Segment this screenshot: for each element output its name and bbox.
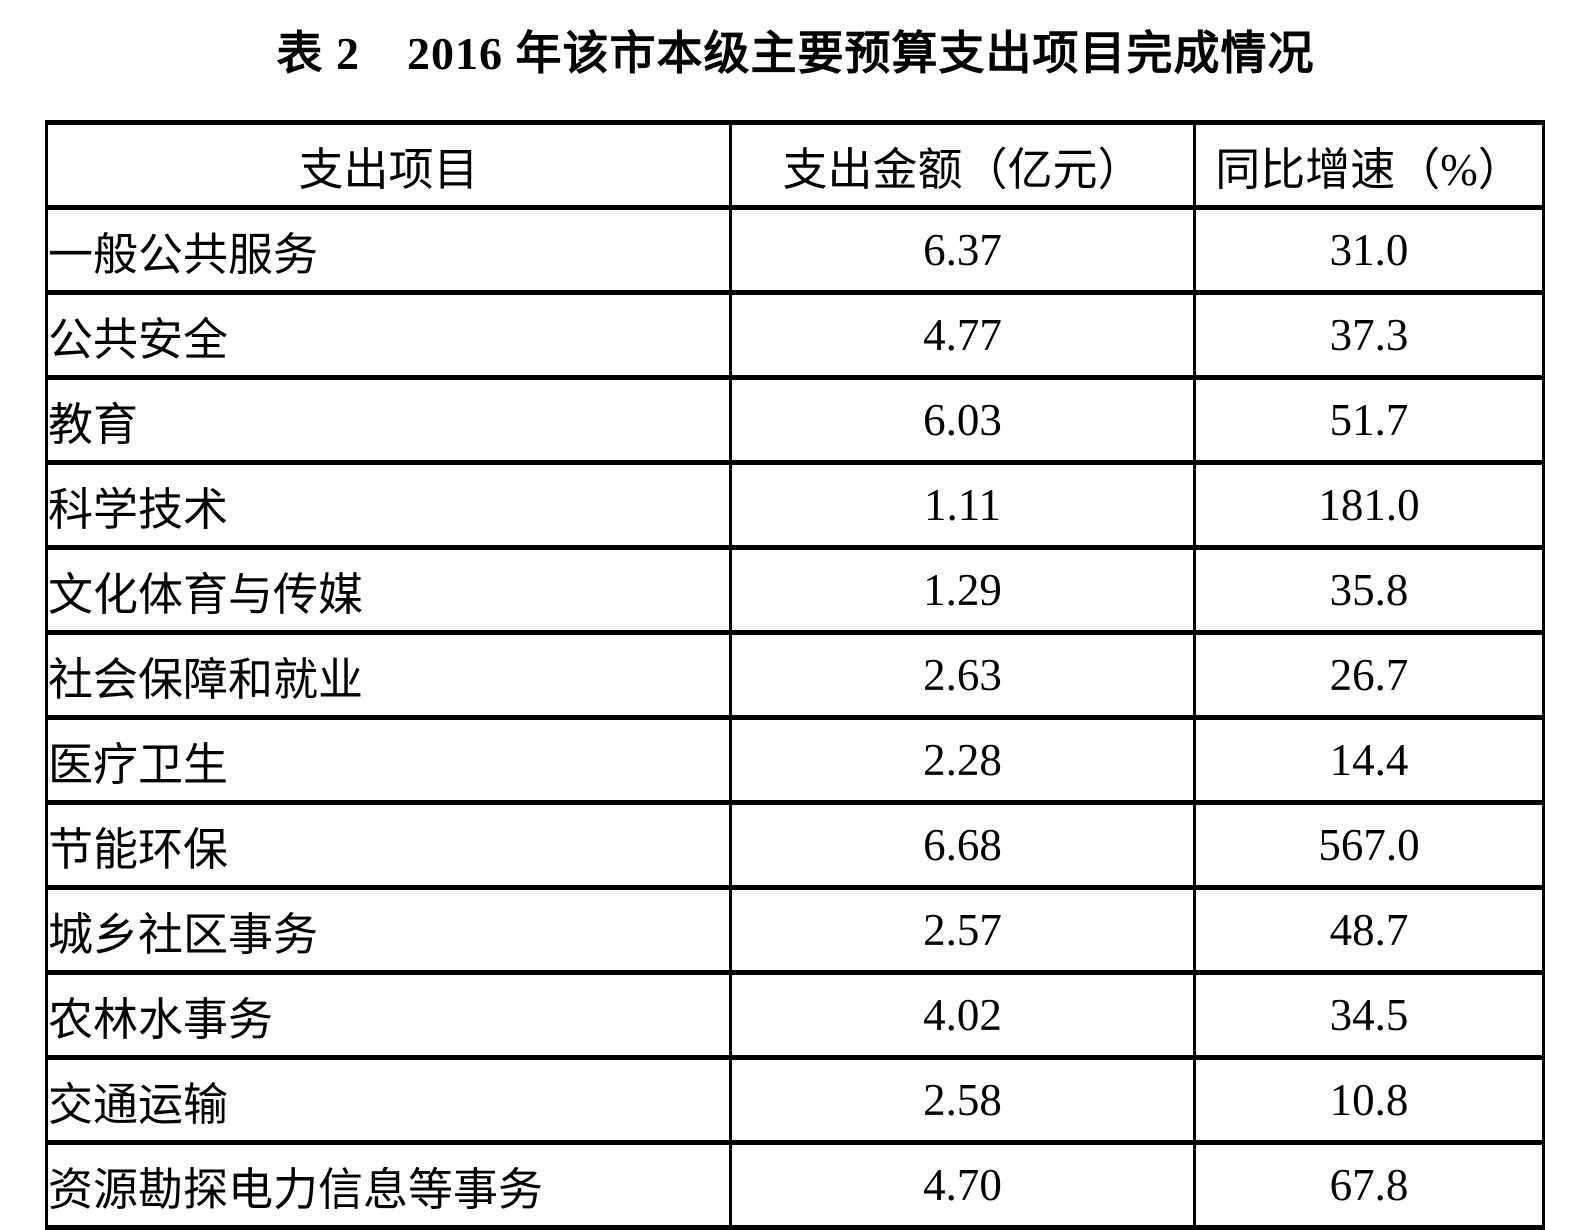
expense-item-cell: 农林水事务 [45,970,732,1061]
amount-cell: 2.63 [729,630,1196,721]
amount-cell: 1.29 [729,545,1196,636]
growth-cell: 567.0 [1193,800,1545,891]
table-row: 资源勘探电力信息等事务 4.70 67.8 [45,1140,1545,1230]
expense-item-cell: 医疗卫生 [45,715,732,806]
expense-item-cell: 公共安全 [45,290,732,381]
amount-cell: 4.77 [729,290,1196,381]
amount-cell: 2.57 [729,885,1196,976]
table-row: 科学技术 1.11 181.0 [45,460,1545,551]
table-row: 医疗卫生 2.28 14.4 [45,715,1545,806]
expense-item-cell: 教育 [45,375,732,466]
table-row: 农林水事务 4.02 34.5 [45,970,1545,1061]
growth-cell: 10.8 [1193,1055,1545,1146]
table-row: 城乡社区事务 2.57 48.7 [45,885,1545,976]
expense-item-cell: 交通运输 [45,1055,732,1146]
budget-expenditure-table: 支出项目 支出金额（亿元） 同比增速（%） 一般公共服务 6.37 31.0 公… [45,120,1545,1230]
expense-item-cell: 一般公共服务 [45,205,732,296]
amount-cell: 6.03 [729,375,1196,466]
expense-item-cell: 科学技术 [45,460,732,551]
growth-cell: 181.0 [1193,460,1545,551]
growth-cell: 26.7 [1193,630,1545,721]
expense-item-cell: 节能环保 [45,800,732,891]
table-row: 社会保障和就业 2.63 26.7 [45,630,1545,721]
amount-cell: 4.70 [729,1140,1196,1230]
expense-item-cell: 社会保障和就业 [45,630,732,721]
table-row: 公共安全 4.77 37.3 [45,290,1545,381]
column-header-item: 支出项目 [45,120,732,211]
table-title: 表 2 2016 年该市本级主要预算支出项目完成情况 [276,28,1315,79]
header-row: 支出项目 支出金额（亿元） 同比增速（%） [45,120,1545,211]
table-row: 交通运输 2.58 10.8 [45,1055,1545,1146]
growth-cell: 34.5 [1193,970,1545,1061]
column-header-growth: 同比增速（%） [1193,120,1545,211]
growth-cell: 67.8 [1193,1140,1545,1230]
column-header-amount: 支出金额（亿元） [729,120,1196,211]
amount-cell: 2.28 [729,715,1196,806]
growth-cell: 35.8 [1193,545,1545,636]
growth-cell: 48.7 [1193,885,1545,976]
expense-item-cell: 资源勘探电力信息等事务 [45,1140,732,1230]
amount-cell: 1.11 [729,460,1196,551]
amount-cell: 6.37 [729,205,1196,296]
table-row: 教育 6.03 51.7 [45,375,1545,466]
table-row: 节能环保 6.68 567.0 [45,800,1545,891]
growth-cell: 14.4 [1193,715,1545,806]
table-row: 一般公共服务 6.37 31.0 [45,205,1545,296]
growth-cell: 31.0 [1193,205,1545,296]
amount-cell: 2.58 [729,1055,1196,1146]
expense-item-cell: 城乡社区事务 [45,885,732,976]
growth-cell: 51.7 [1193,375,1545,466]
expense-item-cell: 文化体育与传媒 [45,545,732,636]
amount-cell: 4.02 [729,970,1196,1061]
amount-cell: 6.68 [729,800,1196,891]
growth-cell: 37.3 [1193,290,1545,381]
table-row: 文化体育与传媒 1.29 35.8 [45,545,1545,636]
